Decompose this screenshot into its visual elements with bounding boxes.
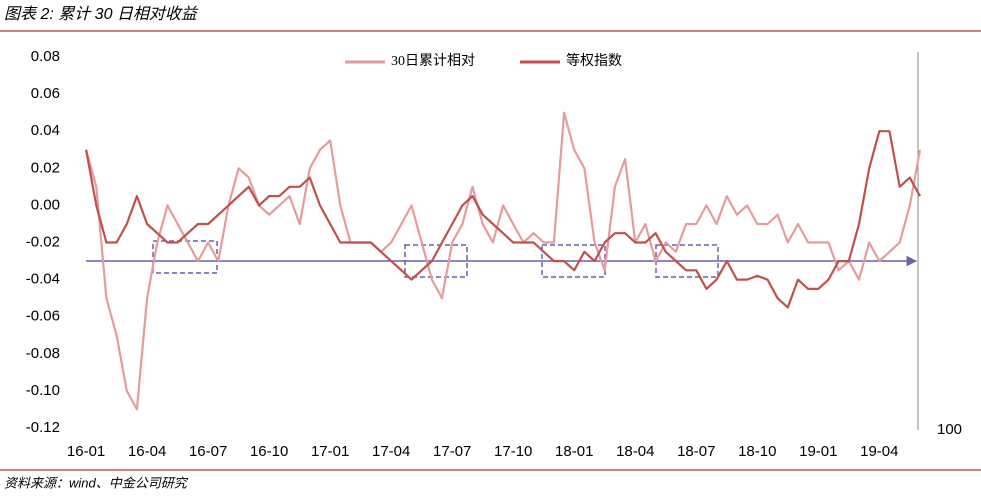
x-tick-label: 18-04 (616, 443, 654, 460)
y-tick-label: -0.06 (26, 308, 60, 325)
chart-title: 图表 2: 累计 30 日相对收益 (4, 5, 199, 23)
y-tick-label: -0.02 (26, 233, 60, 250)
x-tick-label: 18-10 (738, 443, 776, 460)
x-tick-label: 17-10 (494, 443, 532, 460)
x-tick-label: 19-04 (860, 443, 898, 460)
x-tick-label: 17-01 (311, 443, 349, 460)
series-line (85, 130, 921, 309)
x-tick-label: 18-07 (677, 443, 715, 460)
x-tick-label: 17-04 (372, 443, 410, 460)
highlight-boxes (152, 240, 719, 278)
right-axis-label: 100 (937, 421, 962, 438)
y-tick-label: -0.12 (26, 419, 60, 436)
x-tick-label: 18-01 (555, 443, 593, 460)
x-tick-label: 16-04 (128, 443, 166, 460)
x-tick-label: 16-01 (67, 443, 105, 460)
legend-label: 30日累计相对 (391, 53, 475, 69)
y-tick-label: -0.10 (26, 382, 60, 399)
x-tick-label: 16-07 (189, 443, 227, 460)
y-tick-label: 0.06 (31, 85, 60, 102)
y-tick-label: -0.04 (26, 271, 60, 288)
x-tick-label: 17-07 (433, 443, 471, 460)
x-tick-label: 16-10 (250, 443, 288, 460)
y-tick-label: 0.02 (31, 159, 60, 176)
y-tick-label: -0.08 (26, 345, 60, 362)
y-tick-label: 0.04 (31, 122, 60, 139)
series-line (85, 111, 922, 411)
y-tick-label: 0.08 (31, 48, 60, 65)
source: 资料来源：wind、中金公司研究 (4, 475, 189, 490)
y-tick-label: 0.00 (31, 196, 60, 213)
x-tick-label: 19-01 (799, 443, 837, 460)
legend-label: 等权指数 (566, 52, 622, 69)
